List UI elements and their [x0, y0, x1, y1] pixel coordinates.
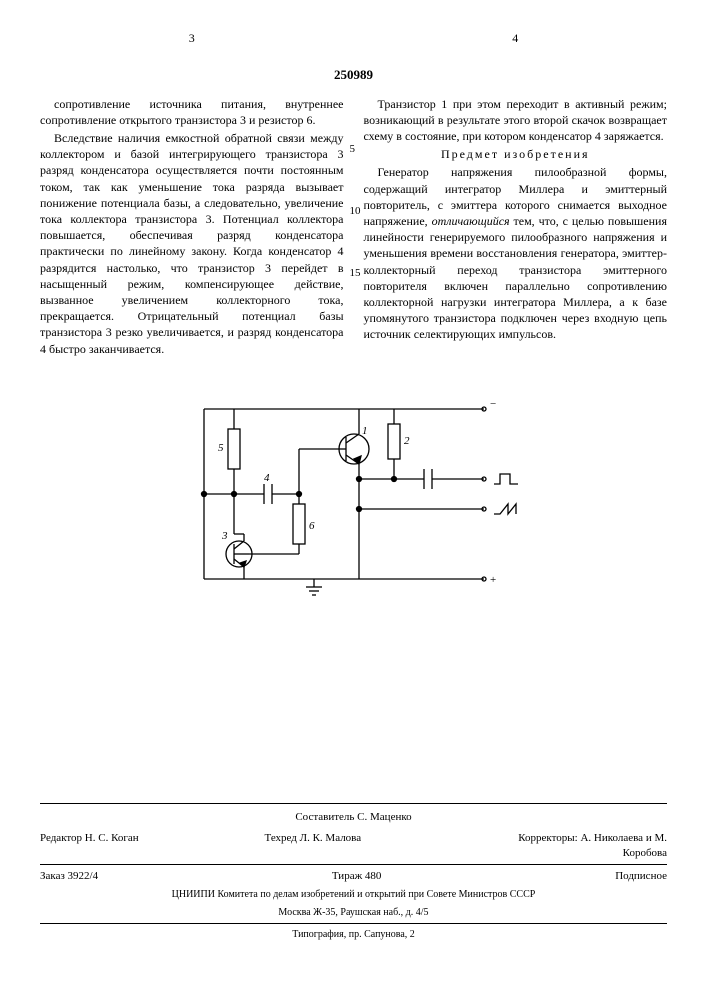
right-p1: Транзистор 1 при этом переходит в активн… [364, 96, 668, 145]
svg-text:−: − [490, 398, 496, 410]
line-num-5: 5 [350, 142, 356, 157]
label-t3: 3 [221, 530, 228, 542]
label-t1: 1 [362, 425, 368, 437]
page-num-left: 3 [40, 30, 344, 46]
circuit-diagram: 5 4 6 3 1 2 − + [40, 389, 667, 603]
right-column: 5 10 15 Транзистор 1 при этом переходит … [364, 96, 668, 359]
techred: Техред Л. К. Малова [265, 831, 362, 861]
line-num-15: 15 [350, 266, 361, 281]
svg-text:+: + [490, 574, 496, 586]
compiler: Составитель С. Маценко [40, 810, 667, 825]
invention-subject-heading: Предмет изобретения [364, 146, 668, 162]
circuit-svg: 5 4 6 3 1 2 − + [184, 389, 524, 599]
header-pages: 3 4 [40, 30, 667, 46]
left-column: сопротивление источника питания, внутрен… [40, 96, 344, 359]
label-r2: 2 [404, 435, 410, 447]
typography: Типография, пр. Сапунова, 2 [40, 928, 667, 942]
org-line2: Москва Ж-35, Раушская наб., д. 4/5 [40, 906, 667, 920]
label-r5: 5 [218, 442, 224, 454]
correctors: Корректоры: А. Николаева и М. Коробова [487, 831, 667, 861]
document-number: 250989 [40, 66, 667, 84]
footer: Составитель С. Маценко Редактор Н. С. Ко… [40, 803, 667, 942]
right-p2: Генератор напряжения пилообразной формы,… [364, 164, 668, 342]
editor: Редактор Н. С. Коган [40, 831, 139, 861]
label-c4: 4 [264, 472, 270, 484]
left-p1: сопротивление источника питания, внутрен… [40, 96, 344, 128]
tiraz: Тираж 480 [332, 869, 382, 884]
body-columns: сопротивление источника питания, внутрен… [40, 96, 667, 359]
org-line1: ЦНИИПИ Комитета по делам изобретений и о… [40, 888, 667, 902]
page-num-right: 4 [364, 30, 668, 46]
left-p2: Вследствие наличия емкостной обратной св… [40, 130, 344, 357]
line-num-10: 10 [350, 204, 361, 219]
podpis: Подписное [615, 869, 667, 884]
order-num: Заказ 3922/4 [40, 869, 98, 884]
label-r6: 6 [309, 520, 315, 532]
